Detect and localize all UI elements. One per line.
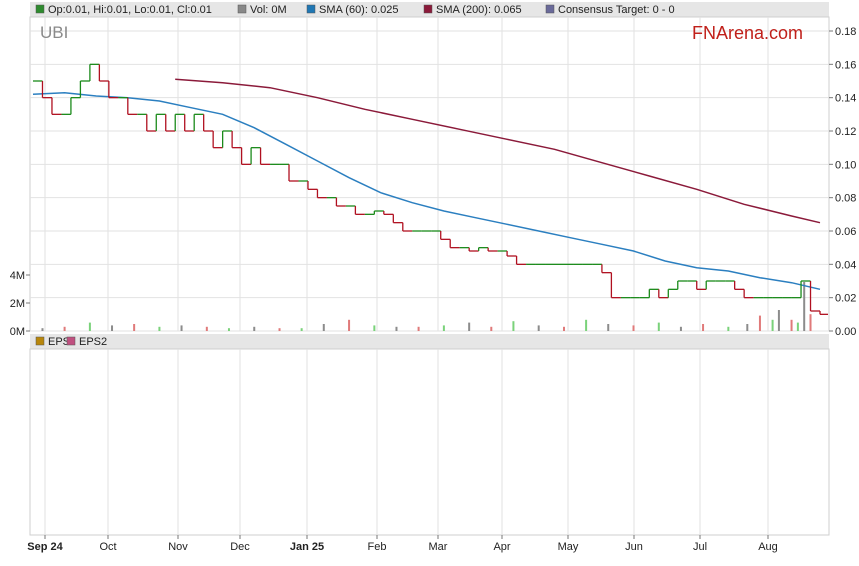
month-label-11: Aug [758, 541, 778, 553]
volume-bar-30 [746, 324, 749, 331]
price-tick-label-7: 0.04 [835, 259, 856, 271]
eps-legend-bar [30, 334, 829, 349]
volume-bar-19 [490, 326, 493, 331]
price-tick-label-9: 0.00 [835, 326, 856, 338]
volume-bar-22 [562, 326, 565, 331]
month-label-9: Jun [625, 541, 643, 553]
volume-bar-11 [300, 328, 303, 331]
volume-bar-37 [809, 314, 812, 331]
volume-tick-label-1: 2M [10, 298, 25, 310]
month-label-0: Sep 24 [27, 541, 63, 553]
legend-swatch-1 [237, 4, 247, 14]
volume-bar-23 [585, 319, 588, 331]
price-legend: Op:0.01, Hi:0.01, Lo:0.01, Cl:0.01 Vol: 0… [35, 4, 675, 16]
eps-legend-swatch-1 [66, 336, 76, 346]
volume-bar-18 [468, 322, 471, 331]
volume-bar-15 [395, 326, 398, 331]
sma-60-line [32, 91, 821, 291]
volume-bar-20 [512, 321, 515, 331]
volume-bars [41, 282, 812, 331]
legend-label-3: SMA (200): 0.065 [436, 4, 522, 16]
legend-label-0: Op:0.01, Hi:0.01, Lo:0.01, Cl:0.01 [48, 4, 212, 16]
volume-bar-4 [133, 324, 136, 331]
price-tick-label-6: 0.06 [835, 226, 856, 238]
volume-bar-28 [702, 324, 705, 331]
price-plot-area [29, 16, 830, 332]
volume-bar-2 [88, 322, 91, 331]
volume-bar-16 [417, 326, 420, 331]
legend-swatch-3 [423, 4, 433, 14]
price-tick-label-4: 0.10 [835, 159, 856, 171]
volume-bar-27 [679, 326, 682, 331]
volume-bar-8 [227, 328, 230, 331]
legend-label-1: Vol: 0M [250, 4, 287, 16]
month-label-3: Dec [230, 541, 250, 553]
legend-swatch-2 [306, 4, 316, 14]
price-tick-label-5: 0.08 [835, 193, 856, 205]
volume-bar-13 [348, 319, 351, 331]
eps-legend-label-1: EPS2 [79, 336, 107, 348]
legend-swatch-0 [35, 4, 45, 14]
volume-bar-24 [607, 324, 610, 331]
volume-bar-3 [111, 325, 114, 331]
volume-bar-32 [771, 319, 774, 331]
month-label-2: Nov [168, 541, 188, 553]
volume-bar-1 [63, 326, 66, 331]
price-tick-label-8: 0.02 [835, 293, 856, 305]
ticker-label: UBI [40, 23, 68, 42]
volume-bar-14 [373, 325, 376, 331]
volume-tick-label-0: 4M [10, 270, 25, 282]
volume-bar-36 [803, 282, 806, 331]
volume-bar-29 [727, 326, 730, 331]
volume-bar-34 [790, 319, 793, 331]
volume-bar-25 [632, 325, 635, 331]
volume-bar-6 [180, 325, 183, 331]
volume-bar-0 [41, 328, 44, 331]
legend-label-4: Consensus Target: 0 - 0 [558, 4, 675, 16]
month-label-10: Jul [693, 541, 707, 553]
legend-swatch-4 [545, 4, 555, 14]
price-tick-label-2: 0.14 [835, 93, 856, 105]
volume-bar-31 [758, 315, 761, 331]
volume-bar-10 [278, 328, 281, 331]
volume-bar-5 [158, 326, 161, 331]
volume-bar-33 [777, 310, 780, 331]
eps-plot-area [29, 348, 830, 536]
price-series [33, 63, 828, 315]
volume-bar-35 [796, 322, 799, 331]
price-tick-label-1: 0.16 [835, 59, 856, 71]
month-label-6: Mar [429, 541, 448, 553]
eps-grid [44, 349, 769, 535]
volume-bar-12 [322, 324, 325, 331]
volume-bar-7 [205, 326, 208, 331]
month-label-4: Jan 25 [290, 541, 324, 553]
month-label-8: May [558, 541, 579, 553]
month-axis: Sep 24 Oct Nov Dec Jan 25 Feb Mar Apr May Jun Jul A… [27, 535, 778, 553]
eps-legend-label-0: EPS [48, 336, 70, 348]
volume-bar-9 [253, 326, 256, 331]
sma-200-series [175, 78, 821, 224]
volume-bar-21 [537, 325, 540, 331]
price-tick-label-0: 0.18 [835, 26, 856, 38]
month-label-5: Feb [368, 541, 387, 553]
volume-axis-ticks: 4M 2M 0M [10, 270, 30, 338]
month-label-7: Apr [493, 541, 510, 553]
sma-60-series [32, 91, 821, 291]
sma-200-line [175, 78, 821, 224]
volume-bar-17 [442, 325, 445, 331]
legend-label-2: SMA (60): 0.025 [319, 4, 399, 16]
month-label-1: Oct [99, 541, 116, 553]
volume-bar-26 [657, 322, 660, 331]
eps-legend: EPS EPS2 [35, 336, 107, 348]
eps-legend-swatch-0 [35, 336, 45, 346]
price-axis-ticks: 0.18 0.16 0.14 0.12 0.10 0.08 0.06 0.04 0.02 0.00 [829, 26, 856, 338]
brand-logo: FNArena.com [692, 23, 803, 43]
price-tick-label-3: 0.12 [835, 126, 856, 138]
volume-tick-label-2: 0M [10, 326, 25, 338]
